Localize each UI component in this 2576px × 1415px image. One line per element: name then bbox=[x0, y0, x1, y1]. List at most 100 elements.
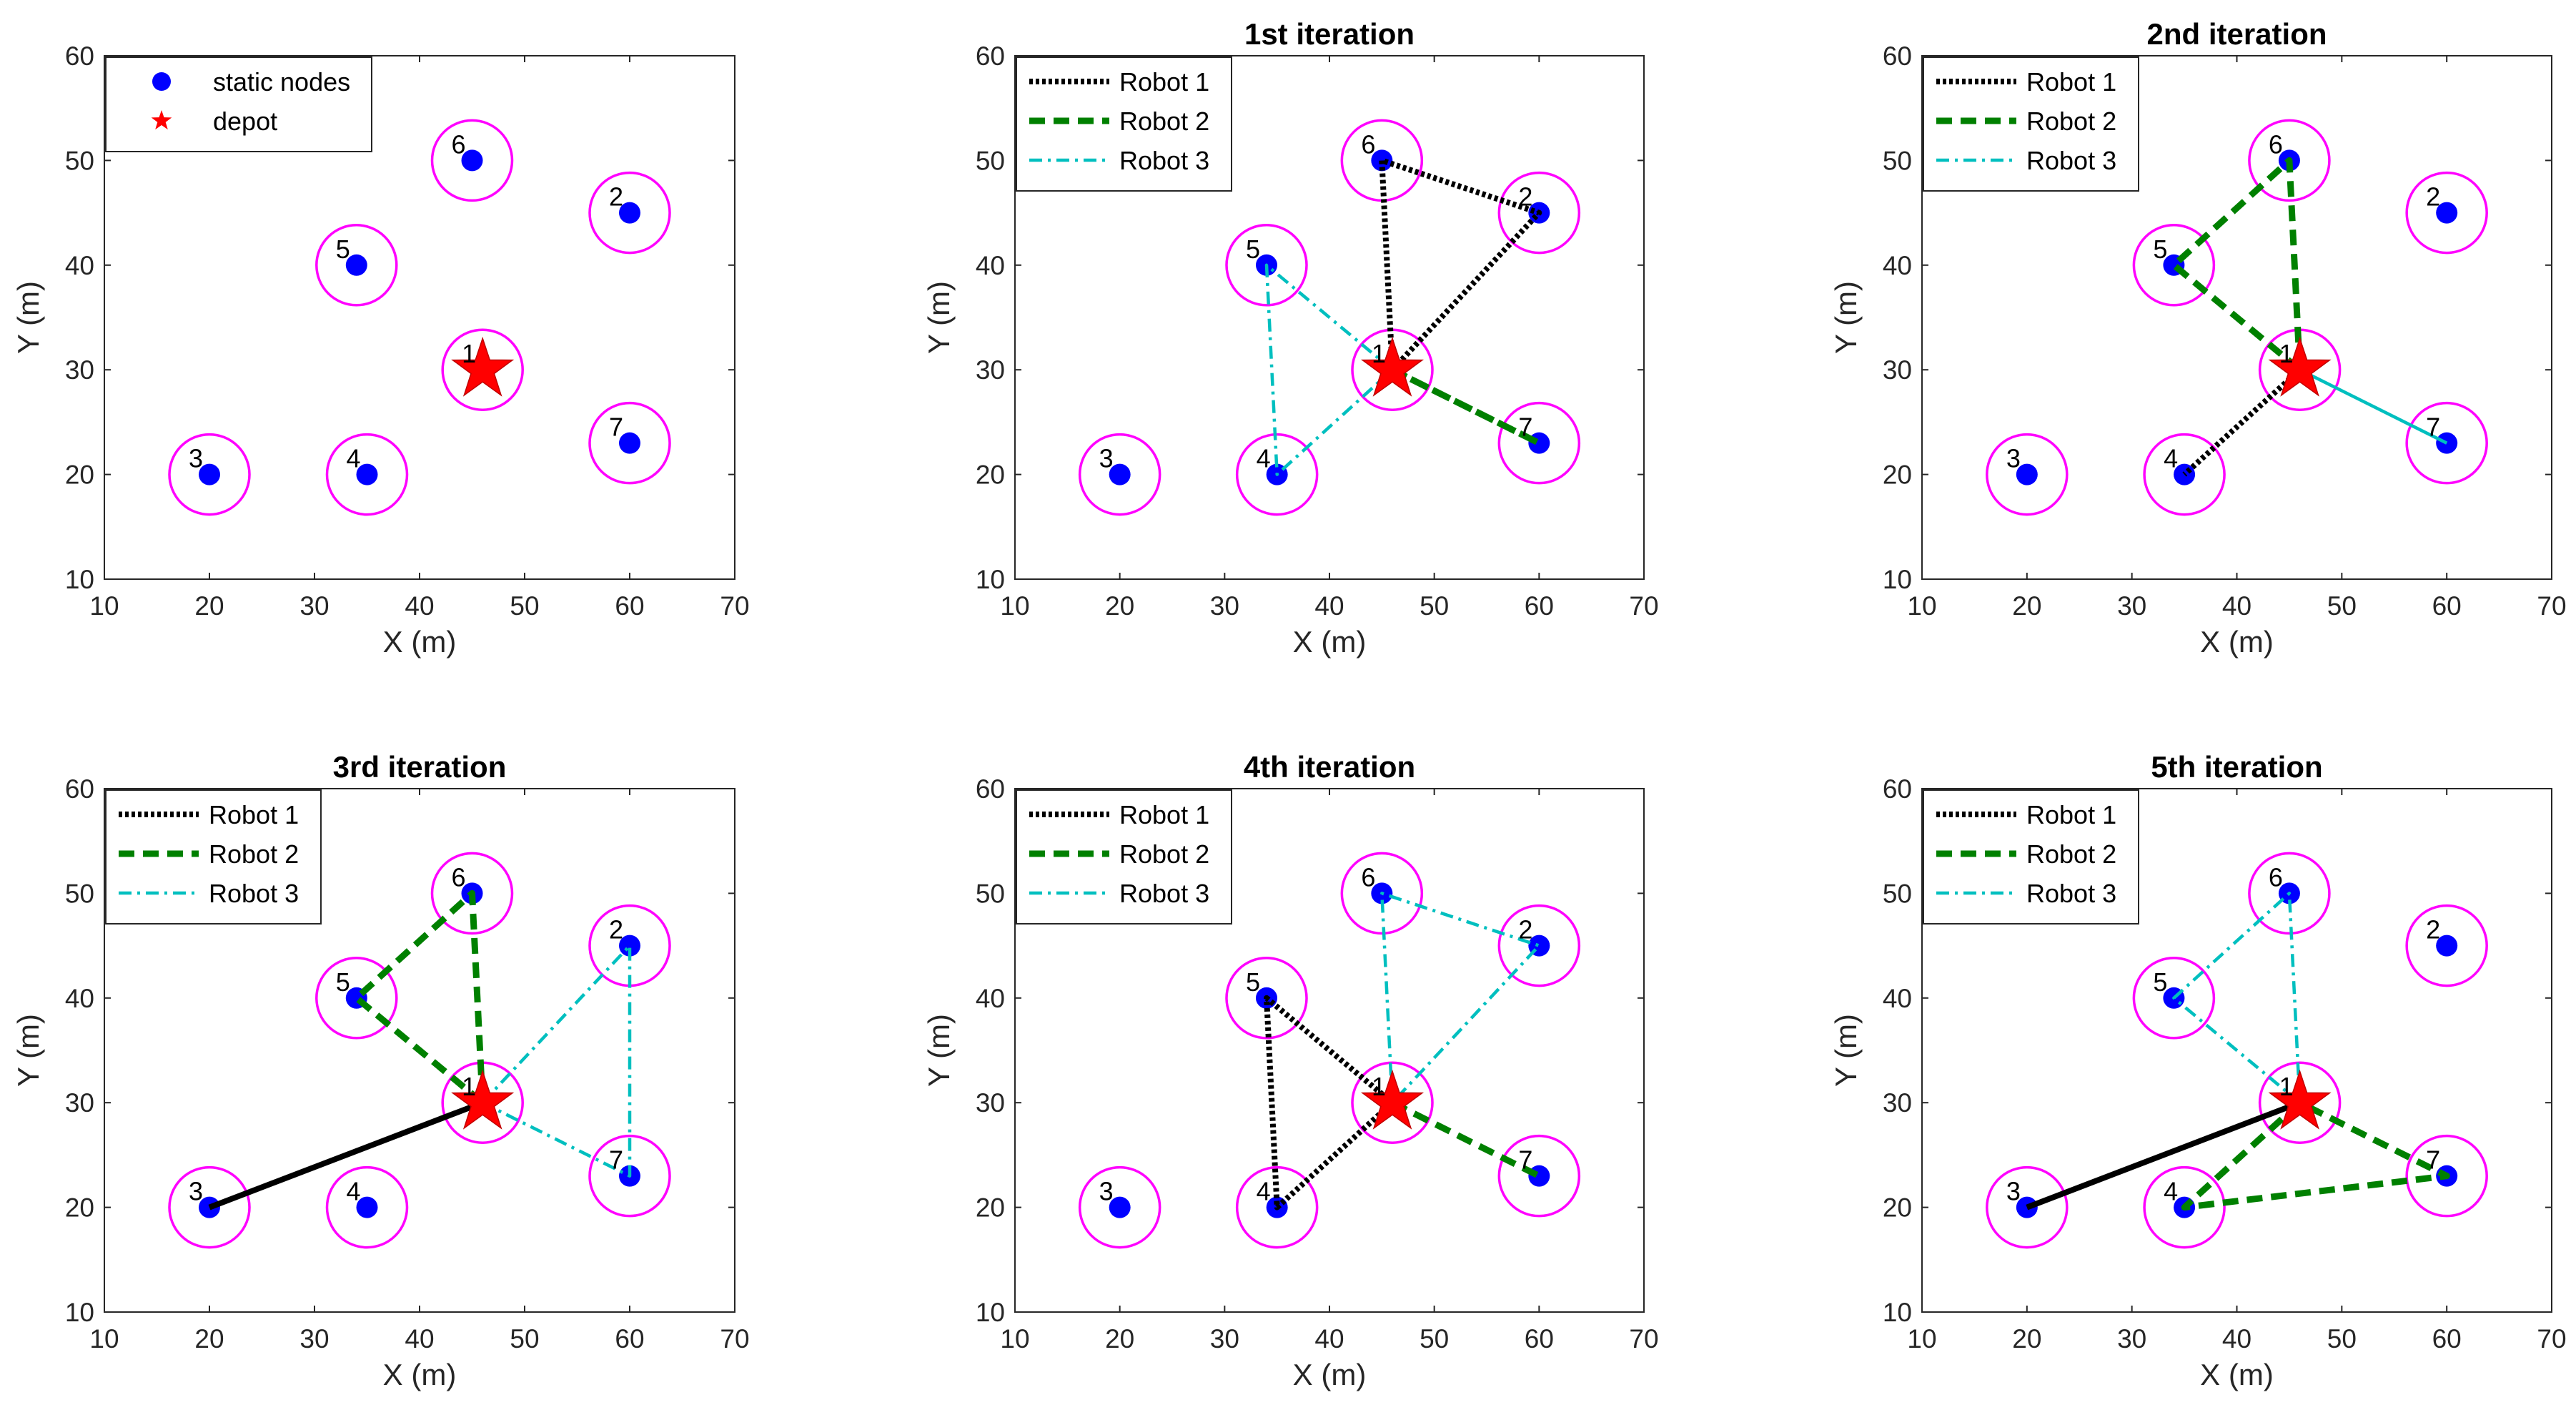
legend-label: Robot 3 bbox=[209, 879, 299, 908]
plot-area: 1 2 3 4 5 6 7 bbox=[1986, 119, 2488, 516]
plot-area: 1 2 3 4 5 6 7 bbox=[168, 852, 671, 1249]
x-axis-label: X (m) bbox=[383, 1358, 457, 1391]
y-tick-label: 50 bbox=[1883, 879, 1912, 908]
x-axis-label: X (m) bbox=[383, 625, 457, 659]
route-robot2-line bbox=[1390, 1100, 1541, 1179]
node-range-circle-1 bbox=[1351, 1061, 1434, 1144]
y-tick-label: 60 bbox=[65, 41, 94, 71]
x-tick-label: 10 bbox=[89, 591, 119, 621]
y-tick-label: 60 bbox=[976, 41, 1005, 71]
x-tick-label: 10 bbox=[1000, 1324, 1029, 1354]
node-range-circle-6 bbox=[1340, 852, 1424, 935]
x-tick-label: 60 bbox=[2432, 1324, 2462, 1354]
x-tick-label: 20 bbox=[194, 1324, 224, 1354]
node-label: 4 bbox=[1257, 444, 1271, 473]
node-range-circle-2 bbox=[1497, 904, 1581, 987]
node-label: 2 bbox=[1518, 182, 1532, 212]
legend-label: Robot 2 bbox=[209, 839, 299, 869]
node-range-circle-5 bbox=[1225, 224, 1308, 307]
node-label: 3 bbox=[189, 1177, 203, 1206]
x-tick-label: 40 bbox=[2222, 591, 2251, 621]
y-axis-label: Y (m) bbox=[11, 1014, 45, 1087]
depot-star-marker bbox=[451, 336, 515, 397]
legend-box bbox=[1016, 56, 1232, 192]
node-range-circle-3 bbox=[168, 433, 251, 516]
y-tick-label: 20 bbox=[1883, 460, 1912, 490]
x-tick-label: 40 bbox=[1314, 1324, 1344, 1354]
node-range-circle-7 bbox=[588, 1134, 671, 1218]
x-tick-label: 10 bbox=[1000, 591, 1029, 621]
legend-box bbox=[105, 789, 322, 925]
node-range-circle-4 bbox=[2143, 433, 2226, 516]
node-range-circle-4 bbox=[325, 433, 409, 516]
y-tick-label: 40 bbox=[1883, 251, 1912, 280]
node-4 bbox=[356, 463, 378, 485]
x-tick-label: 30 bbox=[299, 591, 329, 621]
x-axis-label: X (m) bbox=[1293, 625, 1367, 659]
node-label: 5 bbox=[336, 235, 350, 264]
y-tick-label: 20 bbox=[976, 460, 1005, 490]
node-range-circle-5 bbox=[1225, 957, 1308, 1040]
y-tick-label: 60 bbox=[65, 774, 94, 804]
node-range-circle-5 bbox=[2132, 957, 2216, 1040]
node-range-circle-4 bbox=[1235, 1165, 1319, 1249]
node-label: 1 bbox=[1372, 339, 1386, 368]
node-7 bbox=[619, 432, 640, 454]
subplot-3: 10 20 30 40 50 60 70 10 20 30 40 50 60 X (m) Y (m) 2nd … bbox=[1829, 17, 2567, 659]
node-3 bbox=[1109, 1196, 1131, 1218]
node-3 bbox=[1109, 463, 1131, 485]
x-tick-label: 60 bbox=[615, 1324, 644, 1354]
node-3 bbox=[199, 463, 220, 485]
node-4 bbox=[356, 1196, 378, 1218]
node-label: 3 bbox=[1099, 1177, 1114, 1206]
node-range-circle-3 bbox=[168, 1165, 251, 1249]
x-tick-label: 70 bbox=[720, 1324, 749, 1354]
depot-star-marker bbox=[2268, 1069, 2332, 1130]
node-label: 1 bbox=[462, 1072, 476, 1101]
node-label: 5 bbox=[336, 967, 350, 997]
node-3 bbox=[2016, 463, 2038, 485]
x-tick-label: 10 bbox=[89, 1324, 119, 1354]
node-range-circle-7 bbox=[2405, 401, 2488, 485]
node-range-circle-1 bbox=[441, 328, 524, 411]
y-tick-label: 20 bbox=[65, 460, 94, 490]
route-robot3-line bbox=[2299, 368, 2448, 445]
x-tick-label: 20 bbox=[2012, 1324, 2041, 1354]
node-label: 6 bbox=[2269, 862, 2283, 892]
x-tick-label: 30 bbox=[299, 1324, 329, 1354]
y-tick-label: 50 bbox=[976, 879, 1005, 908]
node-range-circle-7 bbox=[2405, 1134, 2488, 1218]
legend-label: Robot 2 bbox=[1119, 839, 1209, 869]
chart-title: 1st iteration bbox=[1244, 17, 1415, 51]
x-axis-label: X (m) bbox=[2200, 1358, 2274, 1391]
node-label: 4 bbox=[2164, 444, 2178, 473]
y-tick-label: 30 bbox=[1883, 355, 1912, 385]
node-label: 4 bbox=[346, 444, 360, 473]
legend-label: Robot 1 bbox=[209, 800, 299, 829]
depot-star-marker bbox=[2268, 336, 2332, 397]
node-label: 4 bbox=[1257, 1177, 1271, 1206]
y-tick-label: 50 bbox=[65, 146, 94, 175]
node-label: 2 bbox=[1518, 915, 1532, 945]
node-range-circle-6 bbox=[2248, 852, 2331, 935]
y-tick-label: 40 bbox=[65, 251, 94, 280]
node-range-circle-7 bbox=[588, 401, 671, 485]
legend-box bbox=[105, 56, 372, 152]
node-label: 2 bbox=[609, 182, 623, 212]
plot-area: 1 2 3 4 5 6 7 bbox=[168, 119, 671, 516]
y-tick-label: 10 bbox=[976, 565, 1005, 594]
node-label: 6 bbox=[451, 862, 465, 892]
legend-label: Robot 1 bbox=[2026, 67, 2116, 97]
y-tick-label: 10 bbox=[65, 565, 94, 594]
x-axis-label: X (m) bbox=[2200, 625, 2274, 659]
node-label: 3 bbox=[2006, 1177, 2021, 1206]
node-2 bbox=[619, 935, 640, 957]
node-label: 3 bbox=[2006, 444, 2021, 473]
y-tick-label: 40 bbox=[976, 984, 1005, 1013]
x-tick-label: 30 bbox=[2117, 591, 2146, 621]
node-label: 1 bbox=[2279, 339, 2294, 368]
node-6 bbox=[1371, 149, 1393, 172]
node-label: 1 bbox=[462, 339, 476, 368]
legend-box bbox=[1016, 789, 1232, 925]
node-range-circle-7 bbox=[1497, 1134, 1581, 1218]
